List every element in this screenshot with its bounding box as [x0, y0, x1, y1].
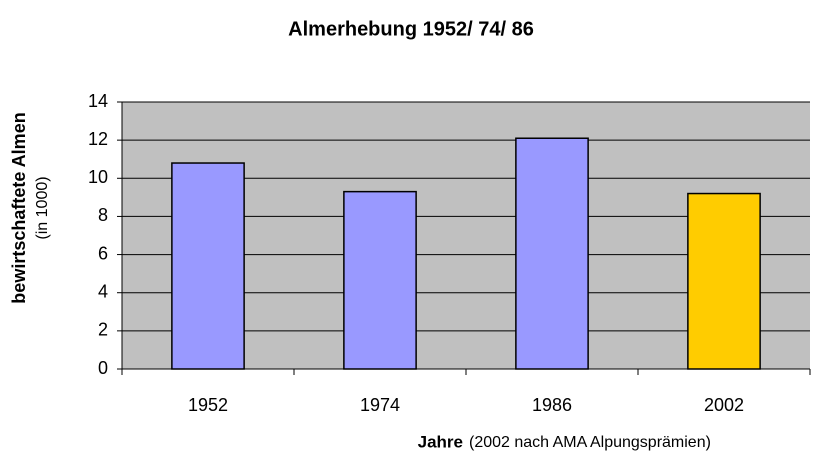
y-tick-label: 8 [98, 205, 108, 225]
y-tick-label: 14 [88, 91, 108, 111]
y-tick-label: 10 [88, 167, 108, 187]
y-tick-label: 4 [98, 281, 108, 301]
x-axis-note: (2002 nach AMA Alpungsprämien) [469, 434, 711, 451]
y-axis-note: (in 1000) [34, 176, 51, 239]
y-tick-label: 12 [88, 129, 108, 149]
bar [515, 137, 589, 370]
bar [171, 162, 245, 370]
bar [687, 192, 761, 370]
x-tick-label: 1974 [360, 395, 400, 415]
y-tick-label: 6 [98, 243, 108, 263]
chart-title: Almerhebung 1952/ 74/ 86 [288, 18, 534, 40]
x-axis-label: Jahre [418, 432, 463, 451]
x-tick-label: 2002 [704, 395, 744, 415]
bar [343, 190, 417, 370]
y-axis-label: bewirtschaftete Almen [9, 112, 29, 303]
y-tick-label: 2 [98, 320, 108, 340]
x-tick-label: 1986 [532, 395, 572, 415]
x-tick-label: 1952 [188, 395, 228, 415]
y-tick-label: 0 [98, 358, 108, 378]
